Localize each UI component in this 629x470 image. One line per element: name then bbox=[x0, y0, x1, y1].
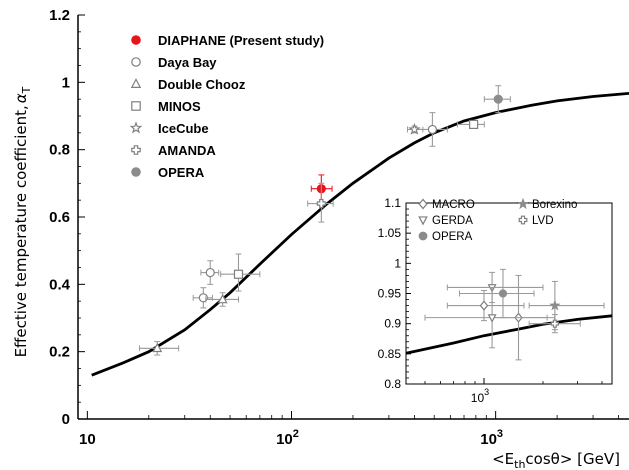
inset-plot-area: 0.8 0.85 0.9 0.95 1 1.05 1.1 103 MACRO GERDA OPERA… bbox=[378, 196, 613, 405]
legend-marker bbox=[129, 121, 143, 134]
legend-marker bbox=[517, 197, 529, 210]
x-axis-label: <Ethcosθ> [GeV] bbox=[492, 450, 620, 470]
y-tick-label: 0.9 bbox=[384, 317, 401, 331]
y-tick-label: 0.6 bbox=[49, 209, 70, 226]
y-tick-label: 0.8 bbox=[384, 377, 401, 391]
legend-label: OPERA bbox=[158, 165, 205, 180]
series-double-chooz bbox=[138, 292, 239, 356]
y-tick-label: 0.4 bbox=[49, 276, 71, 293]
series-opera bbox=[483, 85, 511, 114]
data-point bbox=[493, 94, 503, 104]
legend-label: IceCube bbox=[158, 121, 209, 136]
data-point bbox=[498, 289, 508, 298]
legend-marker bbox=[131, 57, 141, 67]
y-tick-label: 1.2 bbox=[49, 7, 70, 24]
x-tick-label: 103 bbox=[480, 428, 503, 448]
y-tick-label: 0.8 bbox=[49, 142, 70, 159]
inset-frame bbox=[405, 202, 613, 385]
x-tick-label: 102 bbox=[276, 428, 299, 448]
legend-marker bbox=[418, 231, 428, 241]
legend-label: Borexino bbox=[532, 199, 577, 211]
y-tick-label: 1 bbox=[62, 74, 70, 91]
legend-label: LVD bbox=[532, 215, 554, 227]
x-tick-exponent: 2 bbox=[293, 428, 299, 440]
legend-label: GERDA bbox=[432, 215, 473, 227]
main-legend: DIAPHANE (Present study) Daya Bay Double C… bbox=[129, 33, 324, 180]
series-amanda bbox=[307, 182, 334, 223]
inset-legend: MACRO GERDA OPERA Borexino LVD bbox=[418, 197, 577, 243]
series-minos bbox=[220, 119, 485, 292]
x-tick-label: 103 bbox=[471, 387, 489, 405]
legend-label: AMANDA bbox=[158, 143, 216, 158]
data-point bbox=[408, 122, 421, 135]
data-point bbox=[549, 299, 561, 311]
legend-marker bbox=[418, 216, 428, 226]
legend-label: DIAPHANE (Present study) bbox=[158, 33, 324, 48]
series-lvd bbox=[528, 314, 581, 334]
theory-curve bbox=[91, 92, 629, 377]
main-plot-area: 0 0.2 0.4 0.6 0.8 1 1.2 10 102 103 DIAPHANE (Prese… bbox=[49, 7, 629, 448]
data-point bbox=[479, 300, 489, 311]
x-tick-label: 10 bbox=[79, 431, 96, 448]
legend-label: OPERA bbox=[432, 231, 473, 243]
data-point bbox=[205, 267, 215, 278]
y-axis-label: Effective temperature coefficient,αT bbox=[12, 86, 33, 357]
y-tick-label: 1.1 bbox=[384, 196, 401, 210]
legend-label: MINOS bbox=[158, 99, 201, 114]
legend-marker bbox=[131, 101, 141, 111]
x-tick-exponent: 3 bbox=[484, 387, 489, 397]
legend-marker bbox=[131, 167, 141, 177]
data-point bbox=[233, 269, 244, 279]
y-tick-label: 1 bbox=[394, 256, 401, 270]
y-tick-label: 0.95 bbox=[378, 287, 402, 301]
data-point bbox=[217, 293, 228, 304]
legend-label: Double Chooz bbox=[158, 77, 246, 92]
legend-label: MACRO bbox=[432, 199, 475, 211]
y-tick-label: 0.2 bbox=[49, 344, 70, 361]
legend-marker bbox=[131, 35, 141, 45]
legend-marker bbox=[131, 145, 141, 155]
legend-marker bbox=[130, 78, 142, 88]
series-borexino bbox=[528, 280, 605, 331]
legend-marker bbox=[518, 215, 528, 225]
data-point bbox=[487, 314, 497, 323]
y-tick-label: 0 bbox=[62, 411, 70, 428]
data-point bbox=[152, 342, 163, 353]
series-gerda bbox=[424, 271, 556, 349]
data-point bbox=[316, 198, 326, 209]
x-tick-exponent: 3 bbox=[497, 428, 503, 440]
series-opera bbox=[459, 268, 535, 319]
data-point bbox=[550, 319, 559, 328]
data-point bbox=[427, 124, 437, 135]
data-point bbox=[469, 119, 479, 130]
legend-marker bbox=[418, 198, 428, 210]
legend-label: Daya Bay bbox=[158, 55, 217, 70]
series-icecube bbox=[406, 122, 424, 135]
y-tick-label: 0.85 bbox=[378, 347, 402, 361]
y-tick-label: 1.05 bbox=[378, 226, 402, 240]
